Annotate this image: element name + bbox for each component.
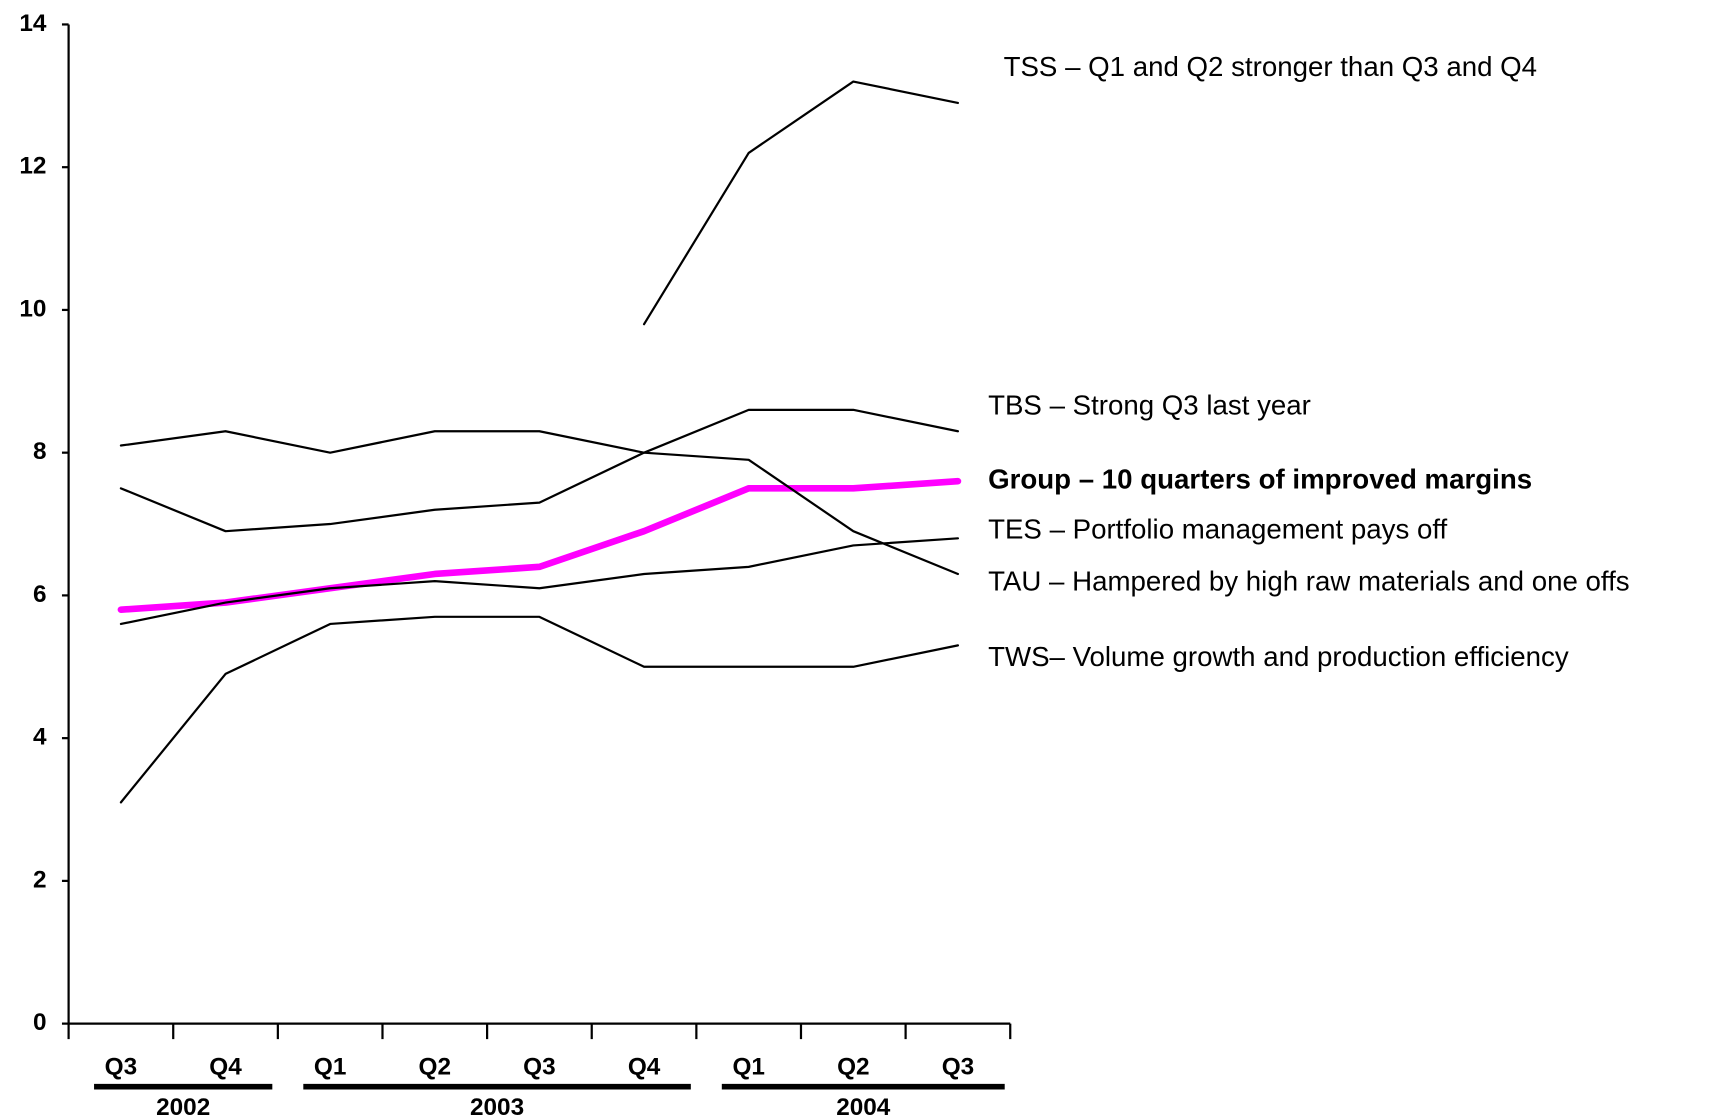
y-tick-label: 10 [19,295,46,322]
x-tick-label: Q2 [837,1053,869,1080]
series-label: TAU – Hampered by high raw materials and… [988,566,1630,597]
x-tick-label: Q4 [628,1053,661,1080]
series-label: TSS – Q1 and Q2 stronger than Q3 and Q4 [1004,51,1537,82]
series-line [119,537,960,626]
series-line [119,615,960,804]
series-line [119,408,960,533]
series-label: TBS – Strong Q3 last year [988,390,1311,421]
x-tick-label: Q3 [523,1053,555,1080]
y-tick-label: 4 [33,724,47,751]
series-label: TES – Portfolio management pays off [988,514,1447,545]
x-tick-label: Q1 [732,1053,764,1080]
y-tick-label: 14 [19,10,47,37]
x-tick-label: Q4 [209,1053,242,1080]
x-tick-label: Q2 [419,1053,451,1080]
y-tick-label: 2 [33,866,47,893]
y-tick-label: 0 [33,1009,47,1036]
y-tick-label: 6 [33,581,47,608]
year-label: 2004 [836,1094,891,1120]
y-tick-label: 12 [19,153,46,180]
series-line [642,80,960,326]
series-label: TWS– Volume growth and production effici… [988,641,1569,672]
x-tick-label: Q1 [314,1053,346,1080]
year-label: 2003 [470,1094,524,1120]
series-label: Group – 10 quarters of improved margins [988,464,1532,495]
series-line [119,430,960,576]
x-tick-label: Q3 [105,1053,137,1080]
y-tick-label: 8 [33,438,47,465]
year-label: 2002 [156,1094,210,1120]
series-line [117,477,962,614]
x-tick-label: Q3 [942,1053,974,1080]
